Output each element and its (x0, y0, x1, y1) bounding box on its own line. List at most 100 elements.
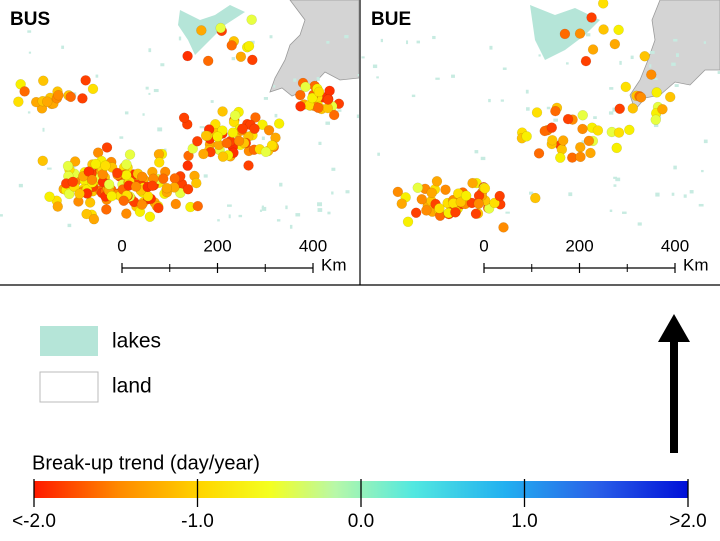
site-marker (295, 89, 306, 101)
site-marker (192, 200, 204, 212)
site-marker (229, 110, 241, 121)
site-marker (87, 83, 99, 95)
site-marker (322, 94, 334, 105)
site-marker (639, 50, 650, 62)
lake-speck (411, 94, 416, 98)
lake-speck (553, 118, 558, 122)
site-marker (650, 114, 662, 126)
site-marker (121, 169, 132, 181)
site-marker (80, 75, 91, 86)
scale-unit: Km (683, 255, 709, 274)
site-marker (44, 191, 55, 202)
site-marker (250, 112, 261, 123)
lake-speck (526, 107, 530, 111)
lake-speck (652, 77, 658, 81)
site-marker (37, 155, 48, 167)
lake-speck (148, 92, 151, 95)
site-marker (577, 123, 588, 135)
lake-speck (474, 150, 479, 154)
site-marker (300, 81, 311, 93)
lake-speck (119, 136, 124, 139)
site-marker (235, 51, 247, 62)
site-marker (651, 87, 662, 98)
site-marker (101, 142, 113, 153)
lake-speck (585, 33, 591, 37)
site-marker (592, 125, 604, 136)
lake-speck (488, 98, 491, 103)
site-marker (247, 54, 258, 66)
site-marker (587, 44, 599, 55)
lake-speck (649, 64, 652, 68)
site-marker (324, 85, 335, 97)
lake-speck (683, 194, 687, 198)
lake-speck (325, 121, 331, 125)
site-marker (627, 103, 639, 114)
site-marker (421, 205, 432, 216)
site-marker (574, 28, 586, 39)
scale-label: 0 (479, 236, 488, 255)
legend-label: land (112, 375, 152, 398)
site-marker (586, 12, 597, 23)
lake-speck (293, 78, 297, 82)
site-marker (170, 198, 182, 210)
site-marker (52, 201, 64, 212)
legend-swatch (39, 371, 99, 403)
site-marker (585, 147, 596, 159)
lake-speck (95, 74, 99, 78)
lake-speck (566, 62, 569, 65)
site-marker (212, 131, 223, 142)
lake-speck (269, 35, 273, 39)
lake-speck (210, 100, 214, 103)
lake-speck (274, 113, 278, 118)
site-marker (597, 0, 609, 9)
coast-land (269, 0, 359, 97)
site-marker (575, 151, 586, 163)
lake-speck (432, 35, 436, 40)
site-marker (598, 24, 609, 35)
scale-unit: Km (321, 255, 347, 274)
lake-speck (613, 176, 617, 179)
site-marker (440, 184, 451, 195)
site-marker (530, 192, 541, 204)
site-marker (161, 182, 173, 194)
lake-speck (72, 164, 76, 168)
lake-speck (675, 53, 679, 58)
lake-speck (295, 213, 301, 217)
lake-speck (698, 203, 704, 207)
lake-speck (613, 184, 617, 187)
lake-speck (649, 50, 655, 54)
lake-speck (263, 97, 269, 100)
lake-speck (372, 64, 378, 69)
scale-label: 200 (203, 236, 231, 255)
site-marker (609, 38, 621, 50)
lake-speck (671, 192, 675, 196)
lake-speck (318, 141, 322, 145)
site-marker (198, 148, 209, 160)
lake-speck (316, 77, 320, 81)
site-marker (191, 177, 202, 189)
lake-speck (327, 211, 331, 215)
site-marker (124, 149, 136, 160)
lake-speck (46, 167, 52, 170)
lake-speck (380, 38, 384, 43)
legend-swatch (40, 326, 98, 356)
site-marker (158, 173, 169, 184)
site-marker (657, 103, 668, 115)
site-marker (273, 118, 285, 129)
lake-speck (480, 156, 486, 161)
map-panel (361, 0, 720, 233)
site-marker (86, 174, 98, 186)
colorbar-tick-label: 1.0 (511, 511, 537, 532)
site-marker (498, 222, 509, 233)
site-marker (257, 119, 268, 130)
panel-label: BUS (10, 9, 50, 30)
lake-speck (331, 191, 334, 195)
site-marker (489, 197, 500, 209)
lake-speck (27, 111, 31, 114)
lake-speck (356, 114, 359, 119)
site-marker (562, 113, 574, 125)
site-marker (416, 194, 428, 205)
site-marker (547, 134, 558, 146)
site-marker (392, 186, 404, 198)
lake-speck (451, 74, 455, 78)
